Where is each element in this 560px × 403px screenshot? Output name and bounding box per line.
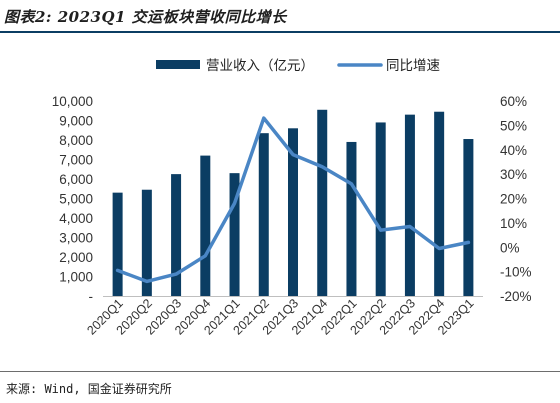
bar [112, 192, 123, 296]
bar [229, 173, 240, 296]
left-tick-label: 8,000 [59, 133, 93, 148]
bar [171, 174, 182, 296]
legend: 营业收入（亿元） 同比增速 [156, 58, 440, 74]
left-tick-label: 2,000 [59, 250, 93, 265]
left-tick-label: 1,000 [59, 270, 93, 285]
bar-series [112, 109, 474, 297]
left-tick-label: 7,000 [59, 153, 93, 168]
growth-line [115, 116, 471, 284]
legend-swatch-bar [156, 60, 200, 69]
bar [288, 128, 298, 296]
right-tick-label: 30% [500, 167, 527, 182]
left-tick-label: 9,000 [59, 114, 93, 129]
right-tick-label: -10% [500, 265, 532, 280]
right-tick-label: 20% [500, 192, 527, 207]
left-tick-label: 5,000 [59, 192, 93, 207]
bar [434, 111, 445, 296]
right-tick-label: 50% [500, 118, 527, 133]
bar [463, 139, 474, 296]
bar [404, 114, 415, 297]
legend-label-bar: 营业收入（亿元） [206, 58, 314, 74]
left-tick-label: 3,000 [59, 231, 93, 246]
figure-title: 图表2: 2023Q1 交运板块营收同比增长 [4, 8, 287, 26]
bar [200, 155, 211, 296]
left-tick-label: 6,000 [59, 172, 93, 187]
right-tick-label: -20% [500, 289, 532, 304]
bar [141, 189, 152, 296]
title-bar: 图表2: 2023Q1 交运板块营收同比增长 [0, 0, 560, 34]
source-note: 来源: Wind, 国金证券研究所 [6, 382, 172, 396]
right-tick-label: 40% [500, 143, 527, 158]
left-tick-label: - [89, 289, 94, 304]
left-axis: - 1,000 2,000 3,000 4,000 5,000 6,000 7,000 8,00… [52, 94, 93, 304]
source-rule [0, 371, 560, 372]
left-tick-label: 4,000 [59, 211, 93, 226]
line-series [115, 116, 471, 284]
bar [375, 122, 386, 296]
bar [258, 133, 269, 296]
legend-label-line: 同比增速 [386, 58, 440, 74]
right-axis: -20% -10% 0% 10% 20% 30% 40% 50% 60% [500, 94, 532, 304]
right-tick-label: 10% [500, 216, 527, 231]
right-tick-label: 0% [500, 240, 520, 255]
left-tick-label: 10,000 [52, 94, 93, 109]
x-axis: 2020Q12020Q22020Q32020Q42021Q12021Q22021… [84, 296, 483, 338]
bar [317, 109, 328, 297]
right-tick-label: 60% [500, 94, 527, 109]
bar [346, 141, 357, 296]
combo-chart: 营业收入（亿元） 同比增速 - 1,000 2,000 3,000 4,000 5,000 6… [52, 58, 532, 338]
title-rule [0, 31, 560, 33]
